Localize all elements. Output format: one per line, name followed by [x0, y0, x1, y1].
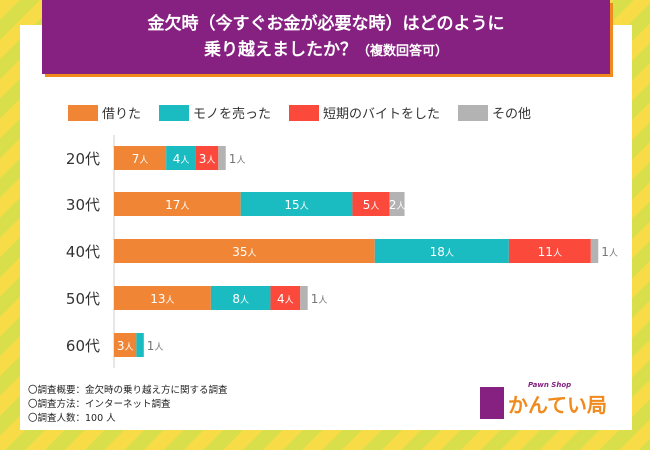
legend-swatch: [458, 104, 489, 121]
note-count: 〇調査人数：100 人: [28, 413, 116, 424]
data-label: 3人: [199, 152, 216, 166]
bar-segment: [166, 146, 196, 170]
bar-segment: [136, 333, 144, 357]
title-line1: 金欠時（今すぐお金が必要な時）はどのように: [147, 14, 505, 34]
data-label: 2人: [389, 198, 406, 212]
data-label: 1人: [311, 292, 328, 306]
legend: 借りた モノを売った 短期のバイトをした その他: [68, 103, 531, 122]
category-label: 40代: [66, 243, 100, 261]
chart-title: 金欠時（今すぐお金が必要な時）はどのように 乗り越えましたか？（複数回答可）: [42, 0, 610, 74]
category-label: 60代: [66, 337, 100, 355]
data-label: 35人: [232, 245, 256, 259]
bar-segment: [374, 239, 509, 263]
data-label: 1人: [229, 152, 246, 166]
note-overview: 〇調査概要：金欠時の乗り越え方に関する調査: [28, 385, 228, 396]
bar-segment: [218, 146, 226, 170]
bar-segment: [240, 192, 353, 216]
bar-segment: [195, 146, 219, 170]
data-label: 3人: [117, 339, 134, 353]
bar-segment: [114, 239, 375, 263]
data-label: 11人: [538, 245, 562, 259]
category-label: 20代: [66, 150, 100, 168]
data-label: 4人: [277, 292, 294, 306]
title-note: （複数回答可）: [356, 44, 448, 59]
bar-segment: [389, 192, 405, 216]
data-label: 15人: [284, 198, 308, 212]
legend-label: モノを売った: [193, 107, 272, 122]
bar-segment: [590, 239, 599, 263]
logo-name: かんてい局: [508, 392, 607, 417]
data-label: 1人: [601, 245, 618, 259]
legend-item: 短期のバイトをした: [289, 103, 440, 122]
bar-segment: [210, 286, 271, 310]
survey-notes: 〇調査概要：金欠時の乗り越え方に関する調査 〇調査方法：インターネット調査 〇調…: [28, 384, 228, 426]
data-label: 17人: [165, 198, 189, 212]
legend-label: 短期のバイトをした: [323, 107, 441, 122]
legend-item: モノを売った: [159, 103, 271, 122]
data-label: 7人: [132, 152, 149, 166]
data-label: 1人: [147, 339, 164, 353]
bar-segment: [114, 333, 137, 357]
data-label: 4人: [173, 152, 190, 166]
title-line2: 乗り越えましたか？: [203, 40, 357, 60]
category-label: 30代: [66, 196, 100, 214]
bar-segment: [114, 192, 241, 216]
bar-segment: [352, 192, 390, 216]
legend-item: 借りた: [68, 103, 141, 122]
data-label: 18人: [430, 245, 454, 259]
bar-segment: [114, 286, 211, 310]
legend-label: その他: [492, 107, 532, 122]
logo-mark-icon: [480, 387, 504, 419]
legend-item: その他: [458, 103, 531, 122]
chart-panel: [20, 25, 632, 430]
data-label: 13人: [150, 292, 174, 306]
legend-swatch: [68, 104, 98, 121]
logo-tagline: Pawn Shop: [528, 380, 572, 389]
data-label: 5人: [363, 198, 380, 212]
logo-text: Pawn Shop かんてい局: [508, 381, 607, 418]
legend-swatch: [289, 104, 320, 121]
logo: Pawn Shop かんてい局: [480, 381, 607, 419]
legend-swatch: [159, 104, 190, 121]
bar-segment: [114, 146, 167, 170]
bar-segment: [270, 286, 301, 310]
bar-segment: [300, 286, 308, 310]
data-label: 8人: [232, 292, 249, 306]
category-label: 50代: [66, 290, 100, 308]
note-method: 〇調査方法：インターネット調査: [28, 399, 171, 410]
bar-segment: [508, 239, 591, 263]
legend-label: 借りた: [102, 107, 142, 122]
